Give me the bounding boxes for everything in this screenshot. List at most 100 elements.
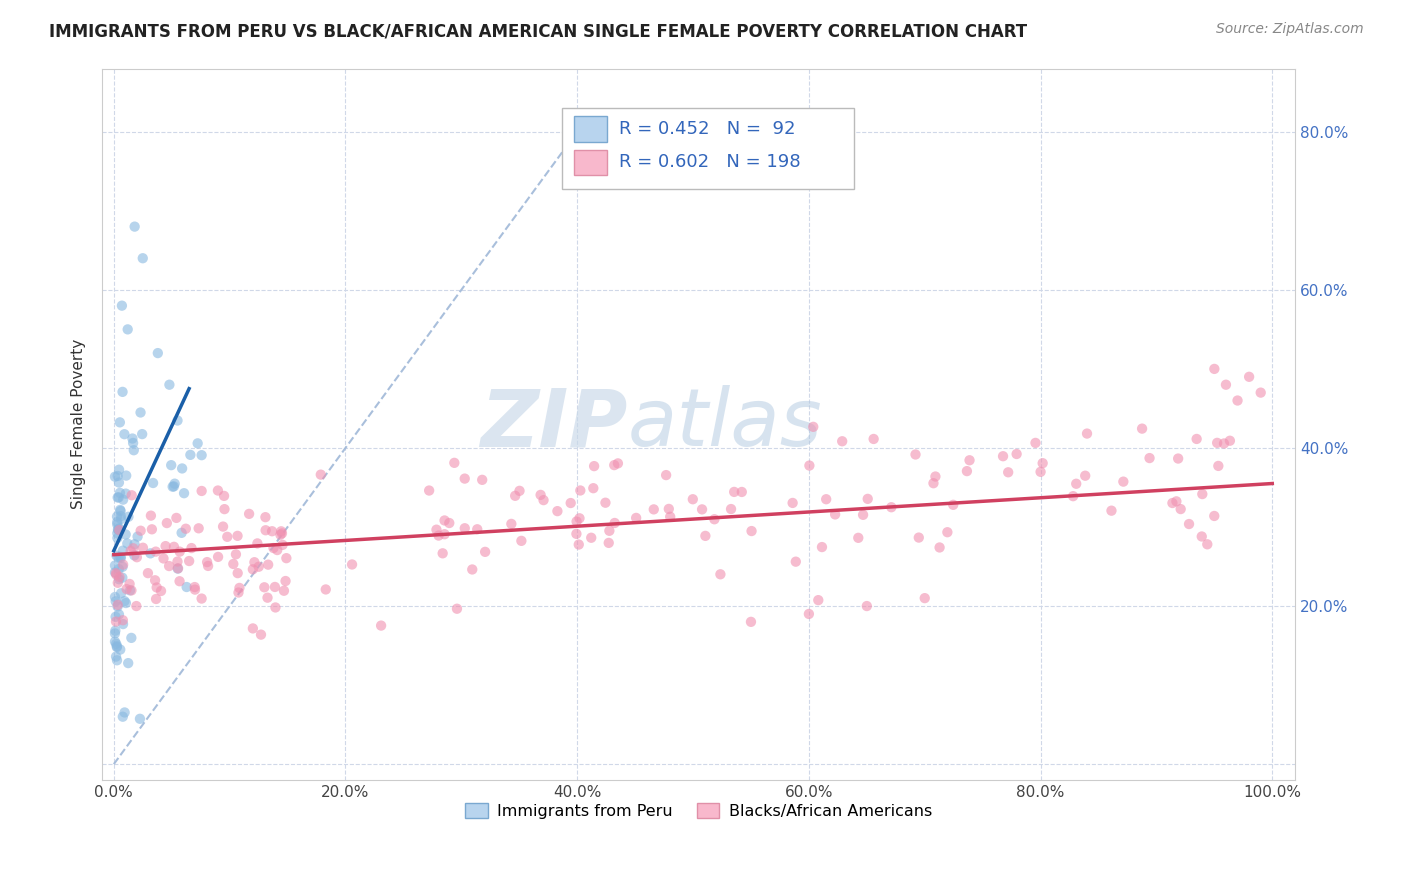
Point bbox=[108, 463, 131, 477]
Point bbox=[124, 219, 146, 234]
Point bbox=[370, 618, 392, 632]
Point bbox=[169, 574, 191, 589]
Point bbox=[207, 549, 229, 564]
Point bbox=[583, 459, 606, 474]
Point bbox=[111, 559, 134, 574]
Point bbox=[107, 599, 129, 614]
Point bbox=[107, 598, 129, 612]
Point bbox=[125, 550, 148, 565]
Point bbox=[1237, 369, 1260, 384]
Point bbox=[112, 427, 135, 442]
Point bbox=[1250, 385, 1272, 400]
Point bbox=[117, 509, 139, 524]
Point bbox=[111, 543, 134, 558]
Point bbox=[145, 544, 167, 558]
Point bbox=[243, 555, 266, 569]
Point bbox=[108, 523, 131, 537]
Point bbox=[104, 626, 127, 640]
Point bbox=[112, 492, 135, 507]
Point bbox=[125, 599, 148, 613]
Point bbox=[105, 640, 128, 655]
Point bbox=[606, 456, 628, 470]
Point bbox=[129, 712, 152, 726]
Point bbox=[266, 543, 288, 558]
Point bbox=[799, 458, 821, 473]
Point bbox=[173, 486, 195, 500]
Point bbox=[581, 531, 603, 545]
Point bbox=[166, 555, 188, 569]
Point bbox=[108, 486, 131, 500]
Point bbox=[114, 594, 136, 608]
Point bbox=[110, 549, 132, 564]
Point bbox=[271, 526, 294, 541]
Point bbox=[165, 511, 187, 525]
Point bbox=[108, 607, 131, 622]
Point bbox=[145, 592, 167, 607]
Point bbox=[122, 436, 145, 450]
Point bbox=[163, 476, 186, 491]
Point bbox=[731, 485, 754, 500]
Point bbox=[907, 531, 929, 545]
Point bbox=[247, 559, 270, 574]
Point bbox=[115, 596, 138, 610]
Point bbox=[104, 590, 127, 604]
Point bbox=[107, 575, 129, 590]
Point bbox=[269, 527, 291, 541]
Point bbox=[1226, 393, 1249, 408]
Point bbox=[856, 599, 879, 613]
Point bbox=[108, 521, 131, 535]
Point bbox=[432, 546, 454, 560]
Point bbox=[582, 481, 605, 495]
Point bbox=[703, 512, 725, 526]
Point bbox=[110, 642, 132, 657]
Point bbox=[107, 531, 129, 545]
Point bbox=[1170, 502, 1192, 516]
Point bbox=[104, 615, 127, 629]
Point bbox=[110, 504, 132, 518]
Point bbox=[461, 562, 484, 576]
Point bbox=[959, 453, 981, 467]
Point bbox=[509, 483, 531, 498]
Point bbox=[340, 558, 363, 572]
Point bbox=[112, 558, 135, 572]
Point bbox=[122, 541, 145, 556]
Point bbox=[183, 580, 205, 594]
Point bbox=[212, 489, 235, 503]
Point bbox=[238, 507, 260, 521]
Point bbox=[690, 502, 713, 516]
Point bbox=[105, 653, 128, 667]
Point bbox=[195, 555, 218, 569]
Point bbox=[598, 536, 620, 550]
Point bbox=[142, 475, 165, 490]
Point bbox=[1005, 447, 1028, 461]
Point bbox=[503, 489, 526, 503]
Point bbox=[274, 574, 297, 588]
Point bbox=[1206, 435, 1229, 450]
Point bbox=[114, 486, 136, 500]
Point bbox=[162, 480, 184, 494]
Point bbox=[105, 639, 128, 653]
Point bbox=[146, 346, 169, 360]
Point bbox=[156, 516, 179, 530]
Point bbox=[439, 516, 461, 530]
Point bbox=[253, 580, 276, 594]
Point bbox=[114, 527, 136, 541]
Point bbox=[110, 509, 132, 524]
Point bbox=[104, 469, 127, 483]
Point bbox=[157, 377, 180, 392]
Point bbox=[107, 491, 129, 505]
Point bbox=[120, 631, 142, 645]
Point bbox=[212, 519, 235, 533]
Point bbox=[111, 571, 134, 585]
Point bbox=[1062, 489, 1084, 503]
Point bbox=[454, 521, 477, 535]
Point bbox=[152, 551, 174, 566]
Point bbox=[723, 484, 745, 499]
Point bbox=[658, 502, 681, 516]
Point bbox=[118, 583, 141, 598]
Point bbox=[108, 415, 131, 429]
FancyBboxPatch shape bbox=[574, 150, 607, 175]
Point bbox=[214, 502, 236, 516]
Point bbox=[141, 522, 163, 536]
Point bbox=[682, 492, 704, 507]
